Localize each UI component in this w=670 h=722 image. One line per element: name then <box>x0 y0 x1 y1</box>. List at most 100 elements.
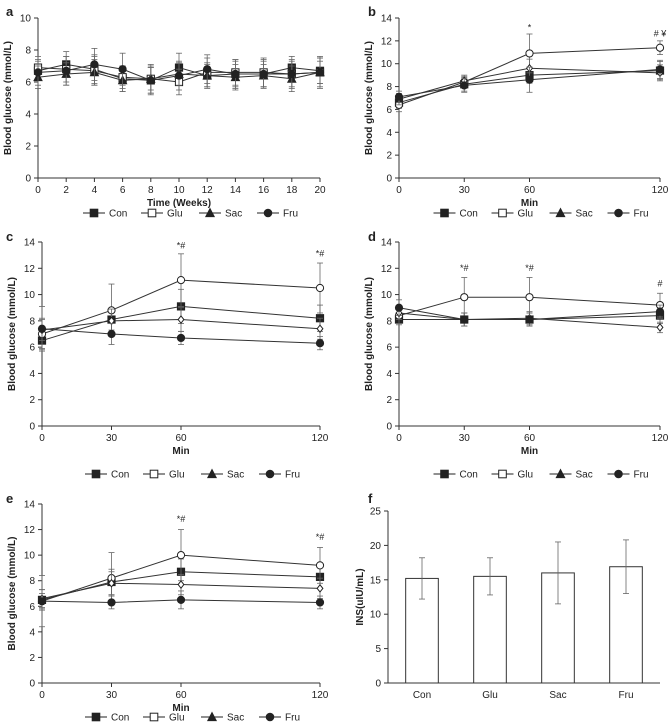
legend-label: Fru <box>285 713 300 722</box>
data-point <box>146 76 155 85</box>
legend-label: Glu <box>169 470 185 481</box>
significance-annotation: *# <box>177 514 186 524</box>
y-tick-label: 4 <box>25 110 31 121</box>
legend-item: Sac <box>201 468 244 481</box>
series-line <box>41 305 321 342</box>
y-tick-label: 6 <box>29 343 35 354</box>
legend: Con Glu Sac Fru <box>433 468 649 481</box>
legend-item: Sac <box>549 207 593 220</box>
x-tick-label: 60 <box>175 433 187 444</box>
data-point <box>614 469 623 479</box>
data-point <box>315 561 325 570</box>
x-axis-label: Min <box>172 446 189 457</box>
legend-item: Con <box>433 208 478 220</box>
legend-label: Sac <box>576 470 593 481</box>
data-point <box>287 69 296 79</box>
panel-letter: d <box>368 229 376 244</box>
y-tick-label: 8 <box>25 46 31 57</box>
data-point <box>107 598 116 607</box>
y-tick-label: 8 <box>29 316 35 327</box>
y-tick-label: 8 <box>29 576 35 587</box>
data-point <box>555 468 566 479</box>
panel-letter: f <box>368 491 373 506</box>
data-point <box>614 208 623 218</box>
data-point <box>460 293 469 302</box>
chart-panel-b: b 0 2 4 6 8 10 12 14 0 30 60 120 Min Blood glucose (mm… <box>364 4 669 209</box>
y-tick-label: 12 <box>24 525 36 536</box>
y-tick-label: 6 <box>25 78 31 89</box>
data-point <box>62 66 71 75</box>
series-line <box>398 312 661 328</box>
y-tick-label: 0 <box>29 679 35 690</box>
data-point <box>263 208 273 218</box>
y-tick-label: 10 <box>381 290 393 301</box>
x-tick-label: 4 <box>92 185 98 196</box>
legend-label: Fru <box>634 470 649 481</box>
x-tick-label: 30 <box>106 433 118 444</box>
series-fru <box>394 299 665 327</box>
data-point <box>231 69 240 79</box>
legend-label: Con <box>111 470 129 481</box>
data-point <box>315 339 325 348</box>
chart-panel-a: a 0 2 4 6 8 10 0 2 4 6 8 10 12 14 16 18 20 Time (Weeks) Blo… <box>3 4 326 209</box>
legend-item: Fru <box>259 713 300 722</box>
chart-panel-f: f 0 5 10 15 20 25 INS(uIU/mL) Con Glu Sac Fru <box>355 491 660 701</box>
data-point <box>498 208 507 218</box>
data-point <box>265 469 275 479</box>
panel-letter: b <box>368 4 376 19</box>
legend-item: Con <box>85 713 129 722</box>
data-point <box>440 208 449 218</box>
data-point <box>149 712 159 722</box>
legend-item: Glu <box>143 470 185 481</box>
data-point <box>316 583 324 593</box>
data-point <box>90 60 99 69</box>
significance-annotation: # ¥ <box>654 28 668 38</box>
y-tick-label: 14 <box>24 238 36 249</box>
series-line <box>398 67 661 100</box>
x-tick-label: 120 <box>312 433 329 444</box>
y-tick-label: 0 <box>375 679 381 690</box>
series-line <box>41 599 321 603</box>
chart-panel-d: d 0 2 4 6 8 10 12 14 0 30 60 120 Min Blood glucose (mm… <box>364 229 669 457</box>
x-tick-label: 0 <box>35 185 41 196</box>
legend-label: Fru <box>283 209 298 220</box>
y-tick-label: 2 <box>25 142 31 153</box>
legend-label: Sac <box>227 470 244 481</box>
y-tick-label: 10 <box>20 14 32 25</box>
y-tick-label: 0 <box>25 174 31 185</box>
legend-item: Fru <box>257 209 298 220</box>
panel-letter: a <box>6 4 14 19</box>
legend: Con Glu Sac Fru <box>85 711 300 722</box>
significance-annotation: *# <box>460 263 469 273</box>
data-point <box>33 68 43 77</box>
legend-item: Con <box>83 209 127 220</box>
y-tick-label: 10 <box>381 59 393 70</box>
panel-letter: e <box>6 491 13 506</box>
y-tick-label: 8 <box>386 82 392 93</box>
data-point <box>555 207 566 218</box>
series-line <box>41 328 321 344</box>
y-tick-label: 15 <box>370 575 382 586</box>
legend-label: Sac <box>227 713 244 722</box>
y-tick-label: 14 <box>24 500 36 511</box>
data-point <box>177 315 185 324</box>
data-point <box>107 578 116 588</box>
data-point <box>149 469 159 479</box>
data-point <box>655 307 665 316</box>
data-point <box>525 75 534 84</box>
data-point <box>206 468 218 479</box>
legend-item: Con <box>433 470 478 481</box>
data-point <box>315 598 325 607</box>
data-point <box>37 324 47 333</box>
data-point <box>498 469 507 479</box>
x-tick-label: 60 <box>175 690 187 701</box>
legend-label: Fru <box>285 470 300 481</box>
y-tick-label: 2 <box>29 395 35 406</box>
y-tick-label: 5 <box>375 644 381 655</box>
series-line <box>398 307 661 321</box>
legend-item: Sac <box>549 468 593 481</box>
x-axis-label: Min <box>521 446 538 457</box>
y-tick-label: 4 <box>29 369 35 380</box>
y-tick-label: 2 <box>29 653 35 664</box>
